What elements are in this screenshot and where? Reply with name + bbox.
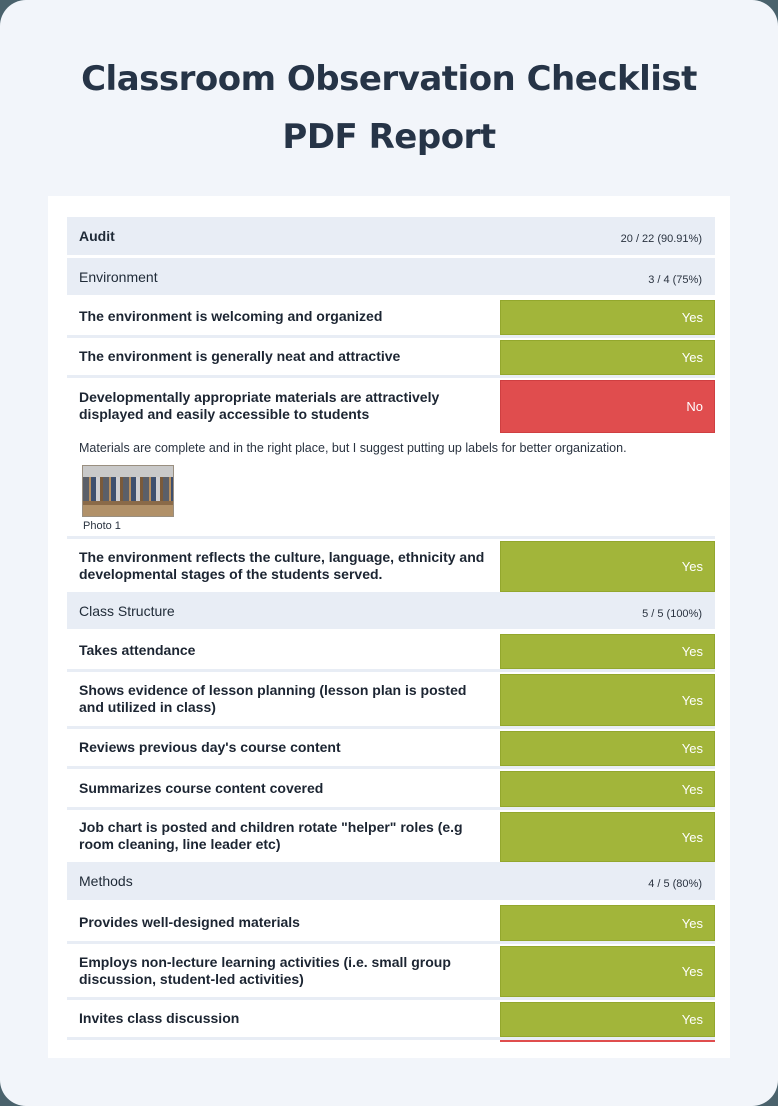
checklist-row: Takes attendance Yes xyxy=(67,632,715,672)
observation-note: Materials are complete and in the right … xyxy=(79,441,627,455)
answer-badge-yes: Yes xyxy=(500,905,715,941)
section-label: Methods xyxy=(79,873,133,889)
question-text: Employs non-lecture learning activities … xyxy=(79,953,451,987)
checklist-row: Reviews previous day's course content Ye… xyxy=(67,729,715,769)
answer-badge-yes: Yes xyxy=(500,771,715,807)
question-text: Shows evidence of lesson planning (lesso… xyxy=(79,682,467,715)
checklist-row-with-note: Developmentally appropriate materials ar… xyxy=(67,378,715,539)
next-answer-badge-partial xyxy=(500,1040,715,1042)
section-label: Environment xyxy=(79,268,158,285)
question-text: Job chart is posted and children rotate … xyxy=(79,819,463,852)
report-sheet: Audit 20 / 22 (90.91%) Environment 3 / 4… xyxy=(48,196,730,1058)
audit-header: Audit 20 / 22 (90.91%) xyxy=(67,217,715,255)
answer-badge-yes: Yes xyxy=(500,541,715,592)
checklist-row: The environment is generally neat and at… xyxy=(67,338,715,378)
photo-thumbnail[interactable] xyxy=(82,465,174,517)
checklist-table: Audit 20 / 22 (90.91%) Environment 3 / 4… xyxy=(67,217,715,1042)
section-header-methods: Methods 4 / 5 (80%) xyxy=(67,862,715,900)
answer-badge-yes: Yes xyxy=(500,674,715,726)
section-header-class-structure: Class Structure 5 / 5 (100%) xyxy=(67,592,715,629)
checklist-row: Invites class discussion Yes xyxy=(67,1000,715,1040)
title-line-2: PDF Report xyxy=(282,117,496,157)
photo-caption: Photo 1 xyxy=(83,520,121,532)
question-text: The environment reflects the culture, la… xyxy=(79,548,485,582)
answer-badge-yes: Yes xyxy=(500,812,715,862)
photo-attachment[interactable]: Photo 1 xyxy=(67,455,715,536)
checklist-row: The environment reflects the culture, la… xyxy=(67,539,715,595)
audit-score: 20 / 22 (90.91%) xyxy=(620,233,702,245)
title-line-1: Classroom Observation Checklist xyxy=(81,59,697,99)
answer-badge-yes: Yes xyxy=(500,946,715,997)
answer-badge-yes: Yes xyxy=(500,1002,715,1037)
question-text: The environment is welcoming and organiz… xyxy=(79,308,383,324)
question-text: Takes attendance xyxy=(79,642,196,658)
question-text: Provides well-designed materials xyxy=(79,913,300,930)
checklist-row: Developmentally appropriate materials ar… xyxy=(67,378,715,433)
answer-badge-yes: Yes xyxy=(500,731,715,766)
question-text: Invites class discussion xyxy=(79,1010,240,1026)
section-header-environment: Environment 3 / 4 (75%) xyxy=(67,258,715,295)
checklist-row: Job chart is posted and children rotate … xyxy=(67,810,715,865)
checklist-row: Provides well-designed materials Yes xyxy=(67,903,715,944)
question-text: Reviews previous day's course content xyxy=(79,739,341,755)
section-score: 4 / 5 (80%) xyxy=(648,878,702,890)
page-title: Classroom Observation Checklist PDF Repo… xyxy=(0,50,778,166)
answer-badge-no: No xyxy=(500,380,715,433)
section-score: 5 / 5 (100%) xyxy=(642,607,702,620)
question-text: The environment is generally neat and at… xyxy=(79,348,401,364)
checklist-row: The environment is welcoming and organiz… xyxy=(67,298,715,338)
checklist-row: Summarizes course content covered Yes xyxy=(67,769,715,810)
checklist-row: Shows evidence of lesson planning (lesso… xyxy=(67,672,715,729)
question-text: Summarizes course content covered xyxy=(79,779,324,796)
question-text: Developmentally appropriate materials ar… xyxy=(79,388,440,422)
checklist-row: Employs non-lecture learning activities … xyxy=(67,944,715,1000)
audit-label: Audit xyxy=(79,228,115,244)
section-label: Class Structure xyxy=(79,602,175,619)
answer-badge-yes: Yes xyxy=(500,300,715,335)
section-score: 3 / 4 (75%) xyxy=(648,273,702,286)
answer-badge-yes: Yes xyxy=(500,634,715,669)
answer-badge-yes: Yes xyxy=(500,340,715,375)
